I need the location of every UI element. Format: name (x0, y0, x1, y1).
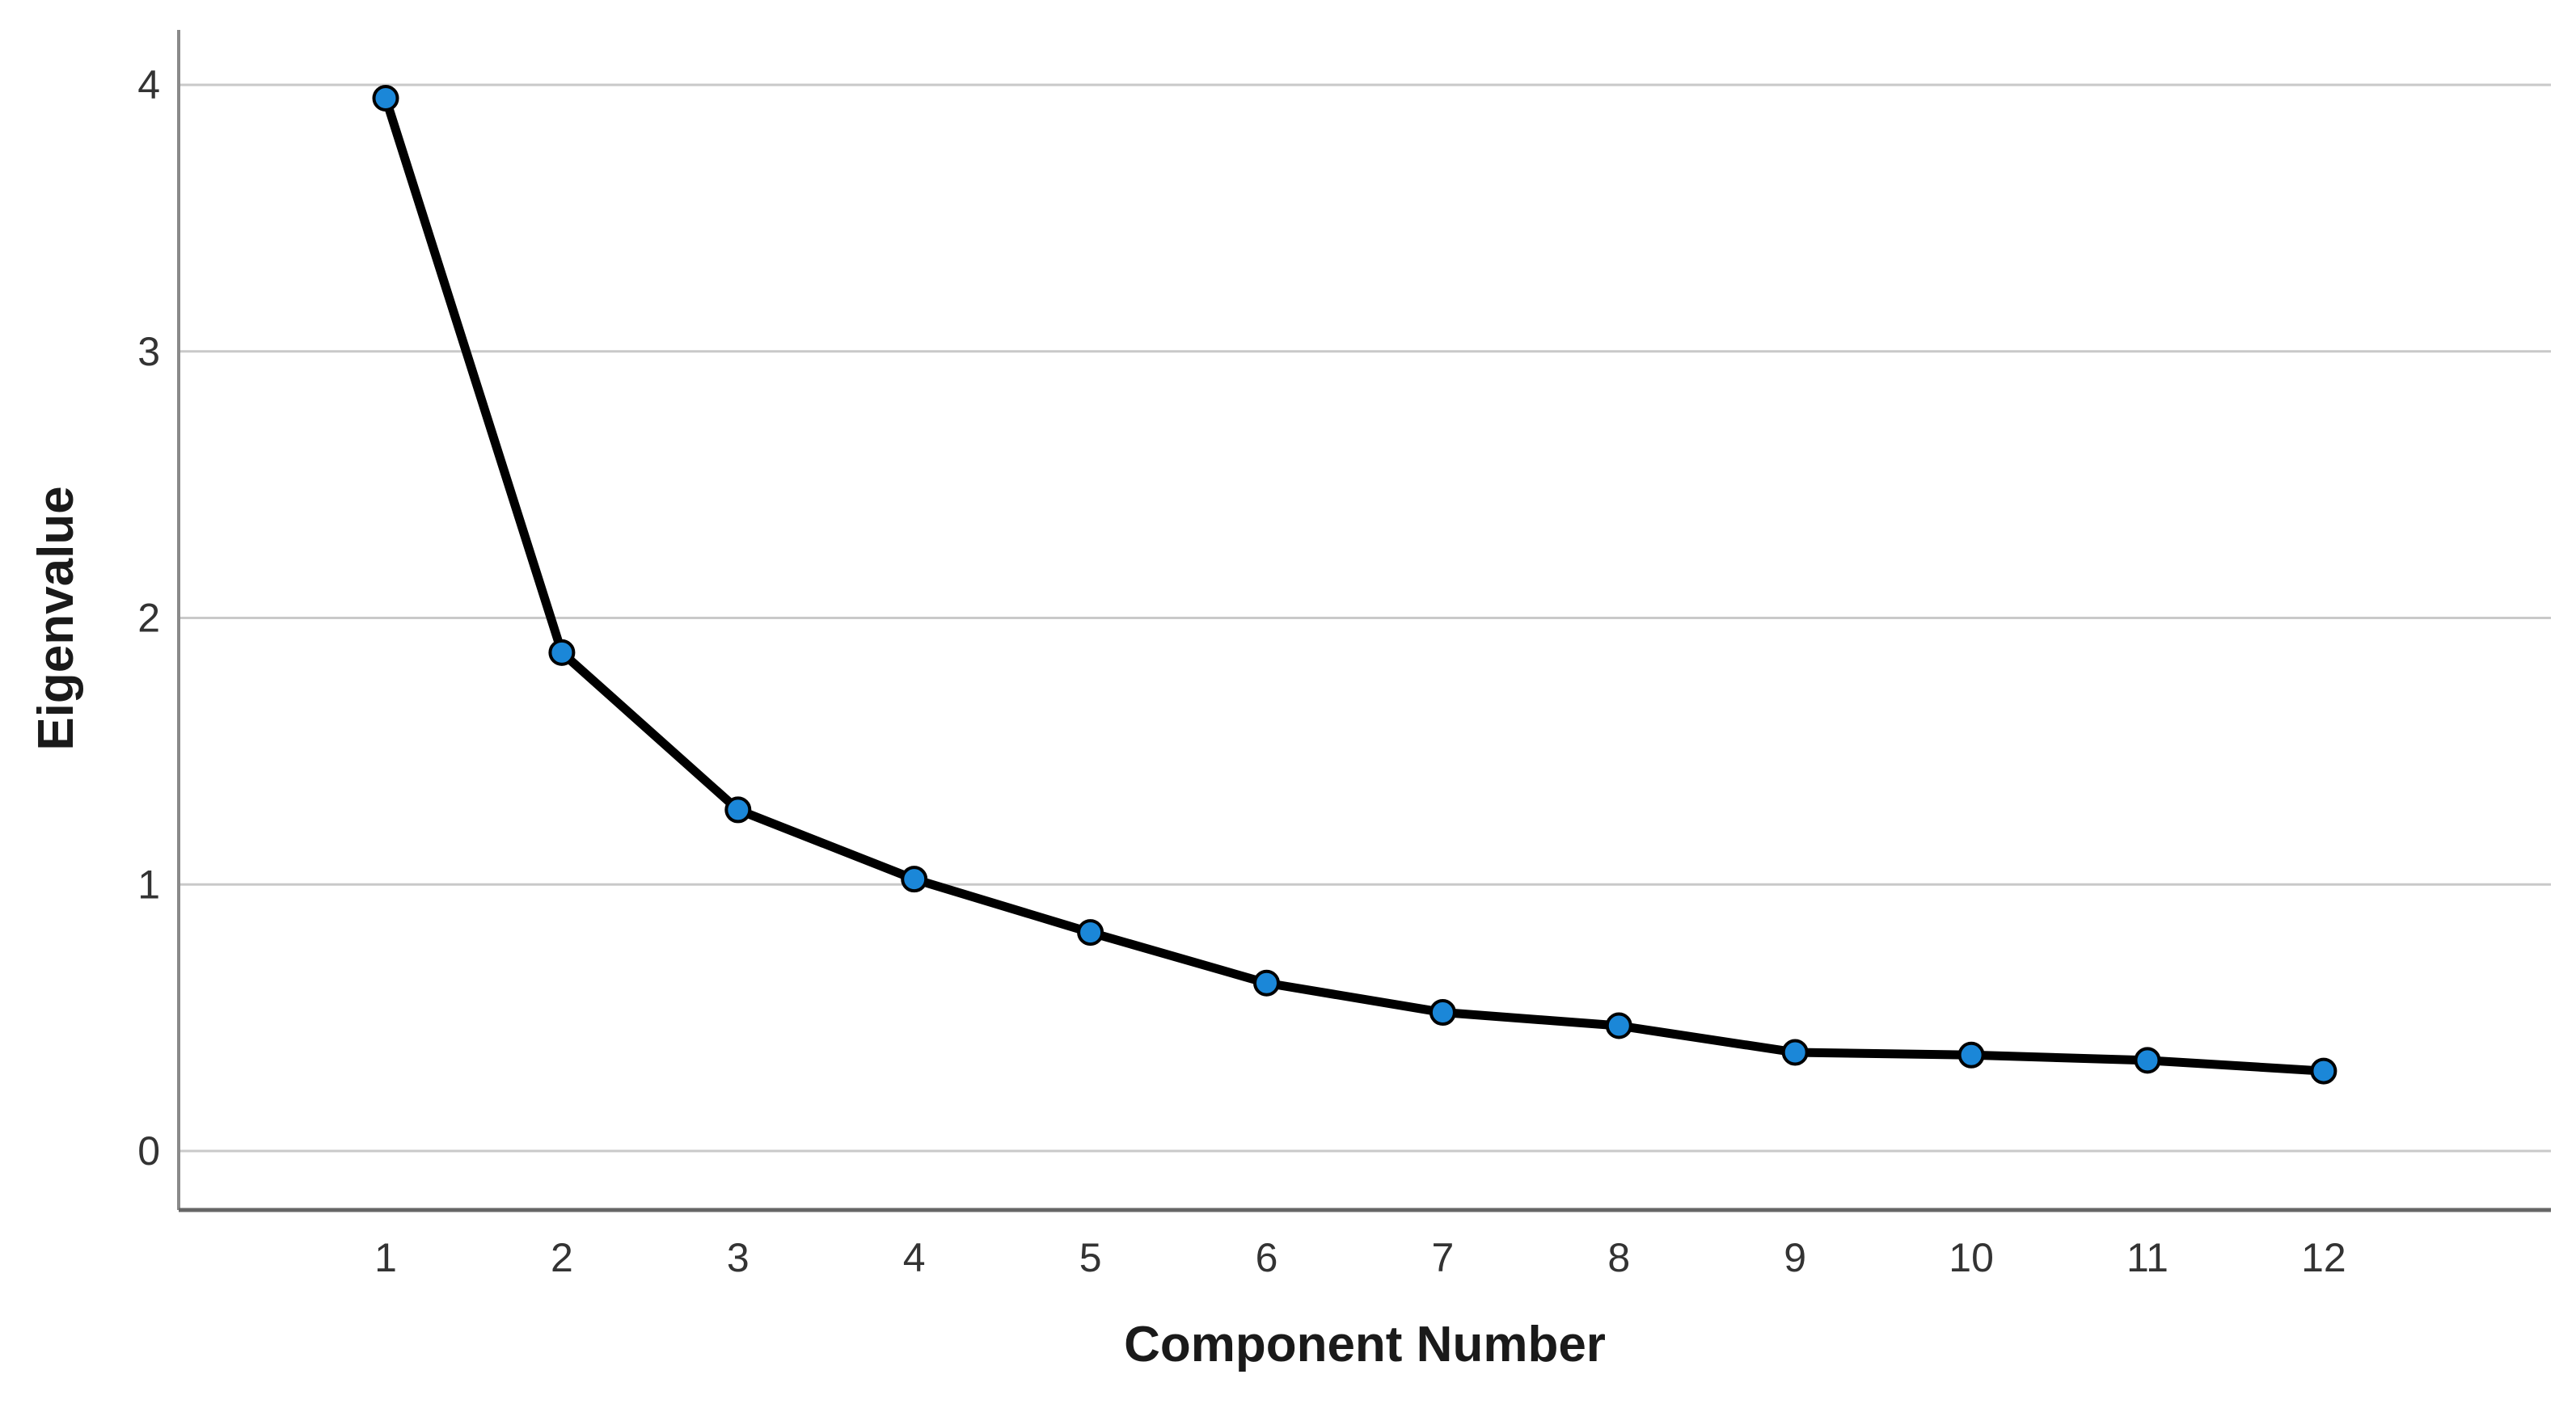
y-tick-label: 3 (137, 329, 160, 374)
data-point (1429, 999, 1456, 1027)
x-tick-label: 1 (374, 1235, 397, 1280)
data-point (372, 84, 399, 112)
data-point (548, 639, 576, 666)
y-axis-title: Eigenvalue (28, 486, 84, 751)
x-tick-label: 12 (2301, 1235, 2346, 1280)
x-tick-label: 5 (1079, 1235, 1102, 1280)
data-point (1781, 1039, 1809, 1066)
data-point (1605, 1012, 1632, 1039)
y-tick-label: 0 (137, 1128, 160, 1174)
data-point (1253, 969, 1280, 997)
y-tick-label: 4 (137, 62, 160, 108)
y-tick-label: 2 (137, 596, 160, 641)
data-line (381, 93, 2329, 1076)
x-tick-label: 2 (551, 1235, 573, 1280)
x-tick-label: 7 (1431, 1235, 1454, 1280)
x-tick-label: 10 (1949, 1235, 1994, 1280)
data-point (724, 796, 752, 824)
x-axis-title: Component Number (1124, 1317, 1606, 1372)
data-point (2310, 1057, 2337, 1085)
x-tick-label: 6 (1256, 1235, 1278, 1280)
x-tick-label: 3 (727, 1235, 750, 1280)
data-point (901, 866, 928, 893)
data-point (2134, 1047, 2161, 1074)
data-point (1957, 1041, 1985, 1069)
y-tick-label: 1 (137, 862, 160, 907)
x-tick-label: 8 (1607, 1235, 1630, 1280)
x-tick-label: 9 (1784, 1235, 1806, 1280)
x-tick-label: 11 (2126, 1235, 2168, 1280)
data-point (1077, 919, 1104, 946)
x-tick-label: 4 (903, 1235, 926, 1280)
